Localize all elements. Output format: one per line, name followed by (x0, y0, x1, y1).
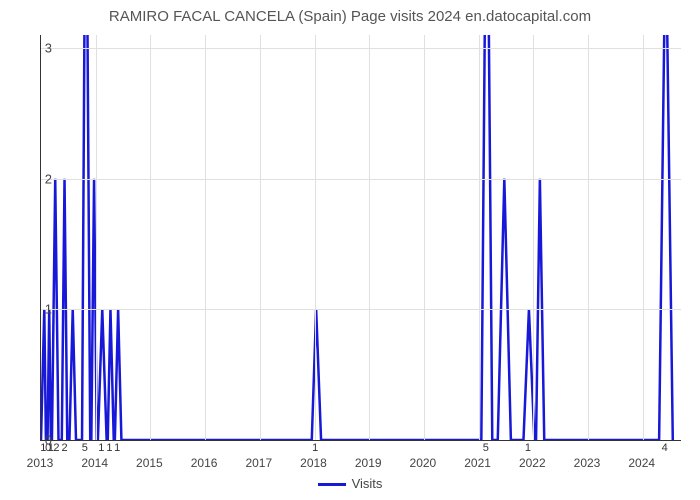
data-point-label: 1 (312, 442, 318, 454)
x-tick-label: 2013 (27, 456, 54, 470)
grid-line-h (41, 179, 681, 180)
data-point-label: 5 (82, 442, 88, 454)
y-tick-label: 1 (22, 302, 52, 317)
data-point-label: 1 (98, 442, 104, 454)
legend-swatch (318, 483, 346, 486)
x-tick-label: 2018 (300, 456, 327, 470)
data-point-label: 1 (525, 442, 531, 454)
grid-line-v (205, 35, 206, 440)
grid-line-v (588, 35, 589, 440)
x-tick-label: 2017 (245, 456, 272, 470)
chart-container: RAMIRO FACAL CANCELA (Spain) Page visits… (0, 0, 700, 500)
x-tick-label: 2020 (410, 456, 437, 470)
grid-line-v (533, 35, 534, 440)
chart-title: RAMIRO FACAL CANCELA (Spain) Page visits… (0, 8, 700, 25)
series-line (41, 35, 681, 440)
grid-line-v (260, 35, 261, 440)
x-tick-label: 2021 (464, 456, 491, 470)
data-point-label: 4 (662, 442, 668, 454)
x-tick-label: 2014 (81, 456, 108, 470)
grid-line-v (643, 35, 644, 440)
data-point-label: 1 (114, 442, 120, 454)
y-tick-label: 3 (22, 41, 52, 56)
legend-label: Visits (352, 476, 383, 491)
grid-line-v (479, 35, 480, 440)
x-tick-label: 2016 (191, 456, 218, 470)
x-tick-label: 2015 (136, 456, 163, 470)
grid-line-v (424, 35, 425, 440)
x-tick-label: 2019 (355, 456, 382, 470)
x-tick-label: 2024 (628, 456, 655, 470)
grid-line-v (150, 35, 151, 440)
data-point-label: 1 (106, 442, 112, 454)
grid-line-h (41, 309, 681, 310)
plot-area (40, 35, 681, 441)
legend: Visits (0, 476, 700, 491)
grid-line-v (96, 35, 97, 440)
x-tick-label: 2023 (574, 456, 601, 470)
x-tick-label: 2022 (519, 456, 546, 470)
y-tick-label: 2 (22, 171, 52, 186)
data-point-label: 5 (483, 442, 489, 454)
grid-line-v (369, 35, 370, 440)
data-point-label: 2 (62, 442, 68, 454)
data-point-label: 2 (53, 442, 59, 454)
grid-line-v (315, 35, 316, 440)
grid-line-h (41, 48, 681, 49)
